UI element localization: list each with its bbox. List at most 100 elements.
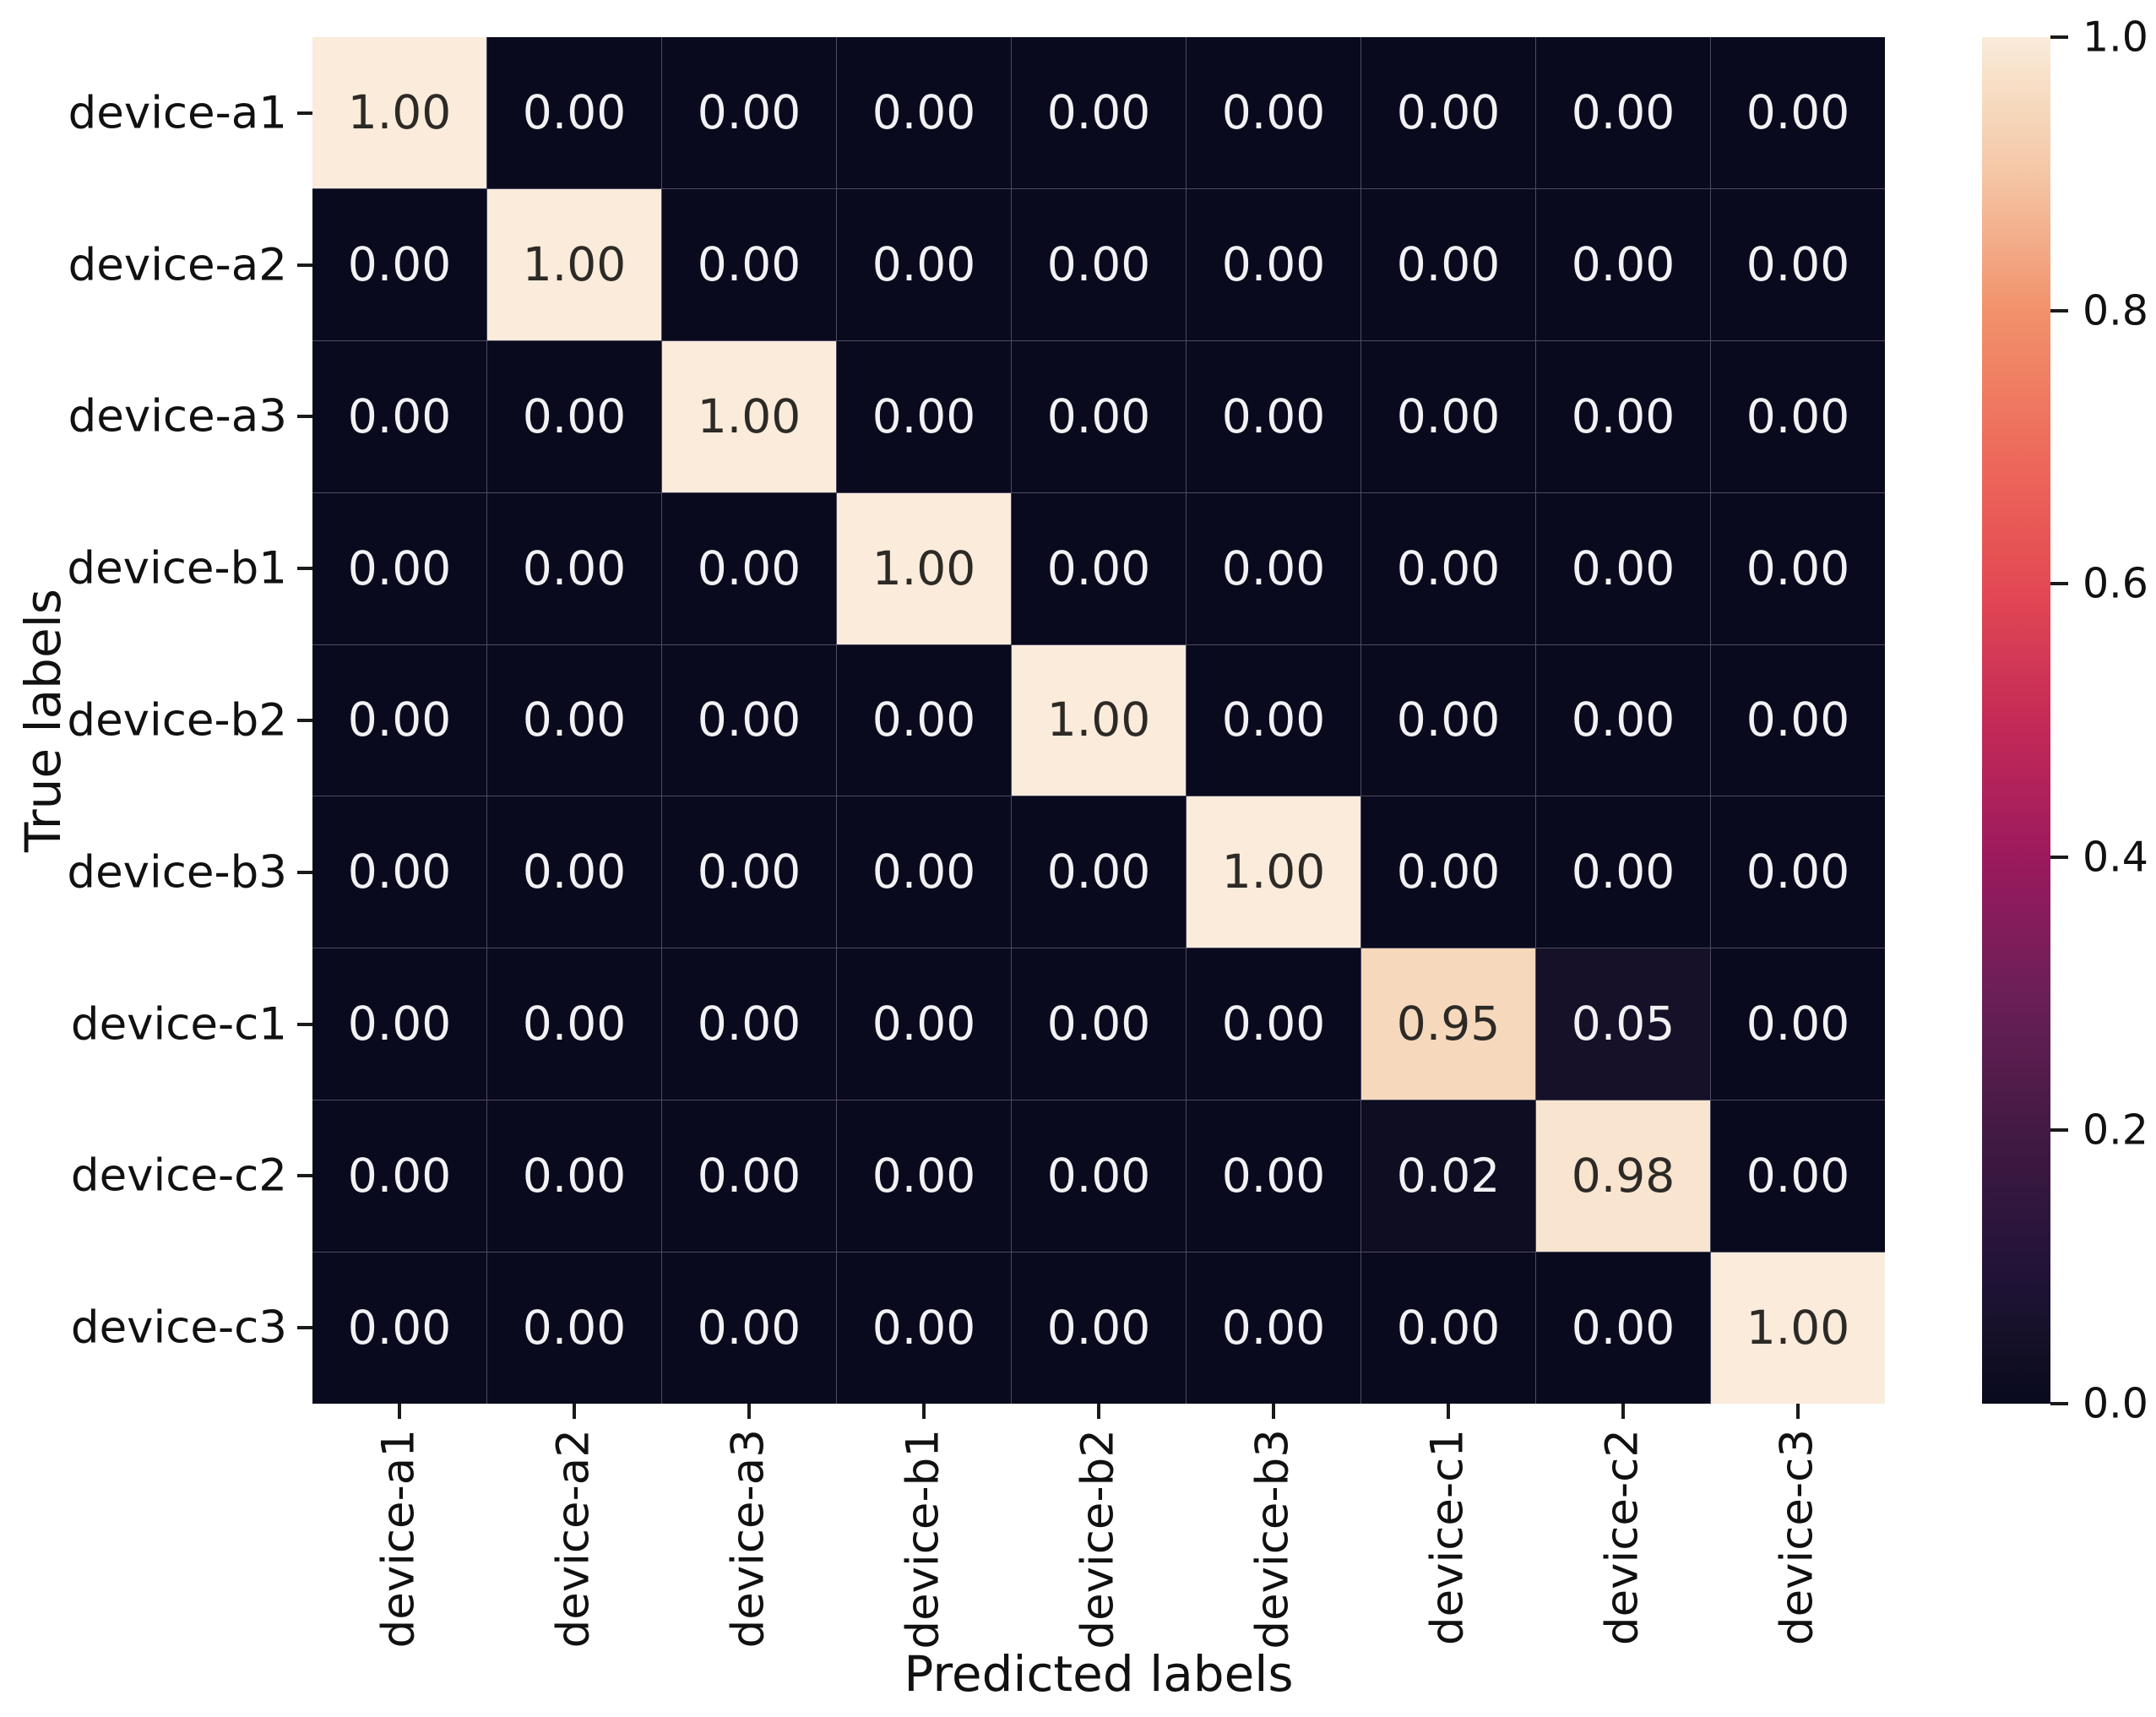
x-tick-label-text: device-a2: [547, 1429, 600, 1649]
heatmap-cell: 0.00: [662, 492, 836, 644]
heatmap-cell: 0.00: [662, 37, 836, 188]
heatmap-cell: 0.00: [487, 37, 661, 188]
heatmap-cell: 0.00: [1536, 37, 1710, 188]
heatmap-cell: 0.00: [1012, 1252, 1186, 1404]
heatmap-cell: 0.00: [1012, 188, 1186, 340]
heatmap-cell: 0.00: [312, 948, 486, 1100]
heatmap-cell: 0.00: [312, 340, 486, 492]
heatmap-cell: 0.00: [1012, 340, 1186, 492]
x-axis-title: Predicted labels: [904, 1645, 1294, 1703]
y-tick-mark: [297, 870, 312, 874]
colorbar-tick-label: 0.4: [2083, 833, 2148, 882]
x-tick-label-text: device-b2: [1072, 1429, 1124, 1649]
colorbar-gradient: [1982, 37, 2050, 1404]
heatmap-cell: 0.00: [1361, 796, 1535, 948]
colorbar-tick-label: 0.0: [2083, 1379, 2148, 1428]
heatmap-cell: 0.00: [1187, 37, 1360, 188]
y-tick-mark: [297, 1022, 312, 1026]
x-tick-mark: [1271, 1404, 1275, 1419]
heatmap-cell: 1.00: [487, 188, 661, 340]
heatmap-cell: 0.00: [312, 188, 486, 340]
x-tick-mark: [922, 1404, 926, 1419]
heatmap-cell: 0.00: [487, 340, 661, 492]
heatmap-cell: 0.00: [1187, 188, 1360, 340]
heatmap-cell: 0.00: [1536, 796, 1710, 948]
heatmap-cell: 1.00: [1711, 1252, 1885, 1404]
colorbar-tick-label: 0.6: [2083, 559, 2148, 608]
heatmap-cell: 0.00: [1361, 37, 1535, 188]
heatmap-cell: 0.00: [1187, 948, 1360, 1100]
heatmap-cell: 0.00: [1012, 796, 1186, 948]
heatmap-cell: 0.00: [1012, 492, 1186, 644]
heatmap-cell: 0.00: [837, 948, 1011, 1100]
heatmap-cell: 0.00: [1711, 1100, 1885, 1252]
heatmap-cell: 0.00: [312, 796, 486, 948]
y-tick-mark: [297, 1326, 312, 1330]
heatmap-cell: 0.00: [662, 644, 836, 796]
heatmap-cell: 0.00: [1361, 1252, 1535, 1404]
heatmap-cell: 0.00: [1711, 796, 1885, 948]
colorbar-tick-label: 1.0: [2083, 13, 2148, 62]
y-tick-label: device-c2: [70, 1149, 287, 1202]
heatmap-cell: 0.00: [837, 1252, 1011, 1404]
y-tick-mark: [297, 1174, 312, 1178]
colorbar-tick-mark: [2050, 1128, 2068, 1133]
heatmap-cell: 0.00: [1536, 1252, 1710, 1404]
y-tick-label: device-a3: [68, 390, 287, 443]
x-tick-label-text: device-c1: [1421, 1429, 1474, 1646]
heatmap-cell: 0.00: [1361, 188, 1535, 340]
x-tick-mark: [747, 1404, 752, 1419]
heatmap-cell: 0.00: [1536, 644, 1710, 796]
x-tick-label-text: device-b1: [897, 1429, 949, 1649]
heatmap-cell: 0.02: [1361, 1100, 1535, 1252]
heatmap-cell: 0.00: [487, 796, 661, 948]
x-tick-label: device-c1: [1421, 1429, 1474, 1649]
heatmap-cell: 0.00: [1187, 644, 1360, 796]
heatmap-cell: 0.00: [662, 188, 836, 340]
heatmap-cell: 0.00: [487, 644, 661, 796]
x-tick-label: device-b3: [1246, 1429, 1299, 1653]
heatmap-cell: 0.00: [1012, 948, 1186, 1100]
x-tick-label-text: device-c2: [1596, 1429, 1648, 1646]
colorbar-tick-label: 0.8: [2083, 286, 2148, 335]
y-tick-label: device-c3: [70, 1301, 287, 1354]
colorbar-tick-label: 0.2: [2083, 1106, 2148, 1155]
y-tick-mark: [297, 567, 312, 571]
heatmap-cell: 0.00: [1187, 1100, 1360, 1252]
heatmap-grid: 1.00 0.00 0.00 0.00 0.00 0.00 0.00 0.00 0.00 0.00…: [312, 37, 1885, 1404]
heatmap-cell: 0.00: [1711, 492, 1885, 644]
heatmap-cell: 1.00: [662, 340, 836, 492]
x-tick-label-text: device-c3: [1771, 1429, 1823, 1646]
heatmap-cell: 0.00: [837, 1100, 1011, 1252]
colorbar-tick-mark: [2050, 308, 2068, 312]
y-tick-mark: [297, 415, 312, 419]
x-tick-label: device-c3: [1771, 1429, 1823, 1649]
heatmap-cell: 0.00: [1187, 340, 1360, 492]
heatmap-cell: 1.00: [312, 37, 486, 188]
heatmap-cell: 0.00: [312, 492, 486, 644]
heatmap-cell: 0.00: [1711, 37, 1885, 188]
heatmap-cell: 0.00: [1187, 1252, 1360, 1404]
x-tick-label-text: device-a1: [372, 1429, 425, 1649]
y-tick-label: device-a1: [68, 87, 287, 139]
colorbar-tick-mark: [2050, 582, 2068, 586]
heatmap-cell: 0.00: [487, 1100, 661, 1252]
heatmap-cell: 0.00: [1536, 188, 1710, 340]
heatmap-cell: 0.00: [662, 1252, 836, 1404]
heatmap-cell: 0.05: [1536, 948, 1710, 1100]
x-tick-label: device-a3: [723, 1429, 775, 1651]
heatmap-cell: 0.00: [837, 188, 1011, 340]
heatmap-cell: 0.00: [837, 644, 1011, 796]
heatmap-cell: 0.00: [1361, 340, 1535, 492]
y-tick-mark: [297, 111, 312, 115]
heatmap-cell: 0.00: [1361, 492, 1535, 644]
heatmap-cell: 0.00: [487, 1252, 661, 1404]
y-tick-label: device-b3: [67, 846, 287, 899]
colorbar-tick-mark: [2050, 35, 2068, 39]
heatmap-cell: 0.00: [1536, 492, 1710, 644]
colorbar-tick-mark: [2050, 1402, 2068, 1405]
y-tick-mark: [297, 263, 312, 267]
x-tick-mark: [1621, 1404, 1625, 1419]
heatmap-cell: 0.00: [837, 37, 1011, 188]
